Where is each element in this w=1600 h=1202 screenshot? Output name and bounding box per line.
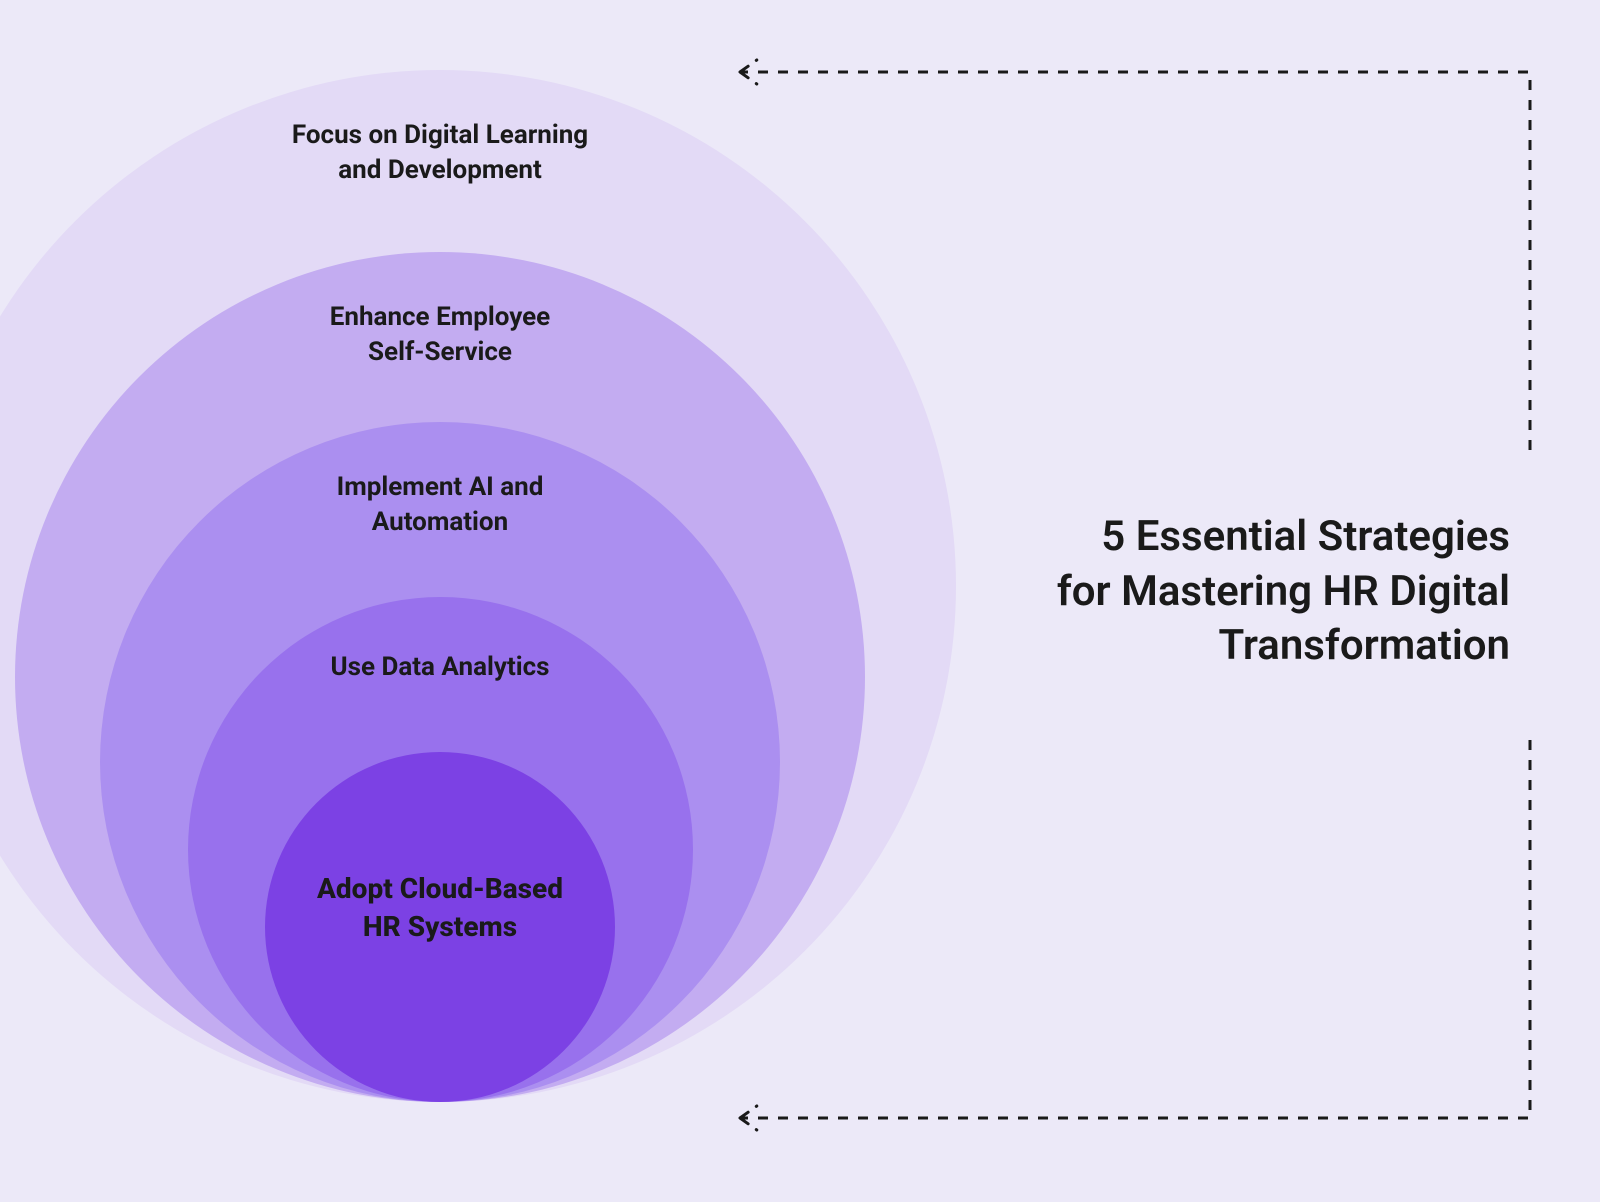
connector-arrows <box>0 0 1600 1202</box>
infographic-canvas: Focus on Digital Learningand Development… <box>0 0 1600 1202</box>
connector-arrow-top <box>740 60 1530 450</box>
connector-arrow-bottom <box>740 740 1530 1130</box>
